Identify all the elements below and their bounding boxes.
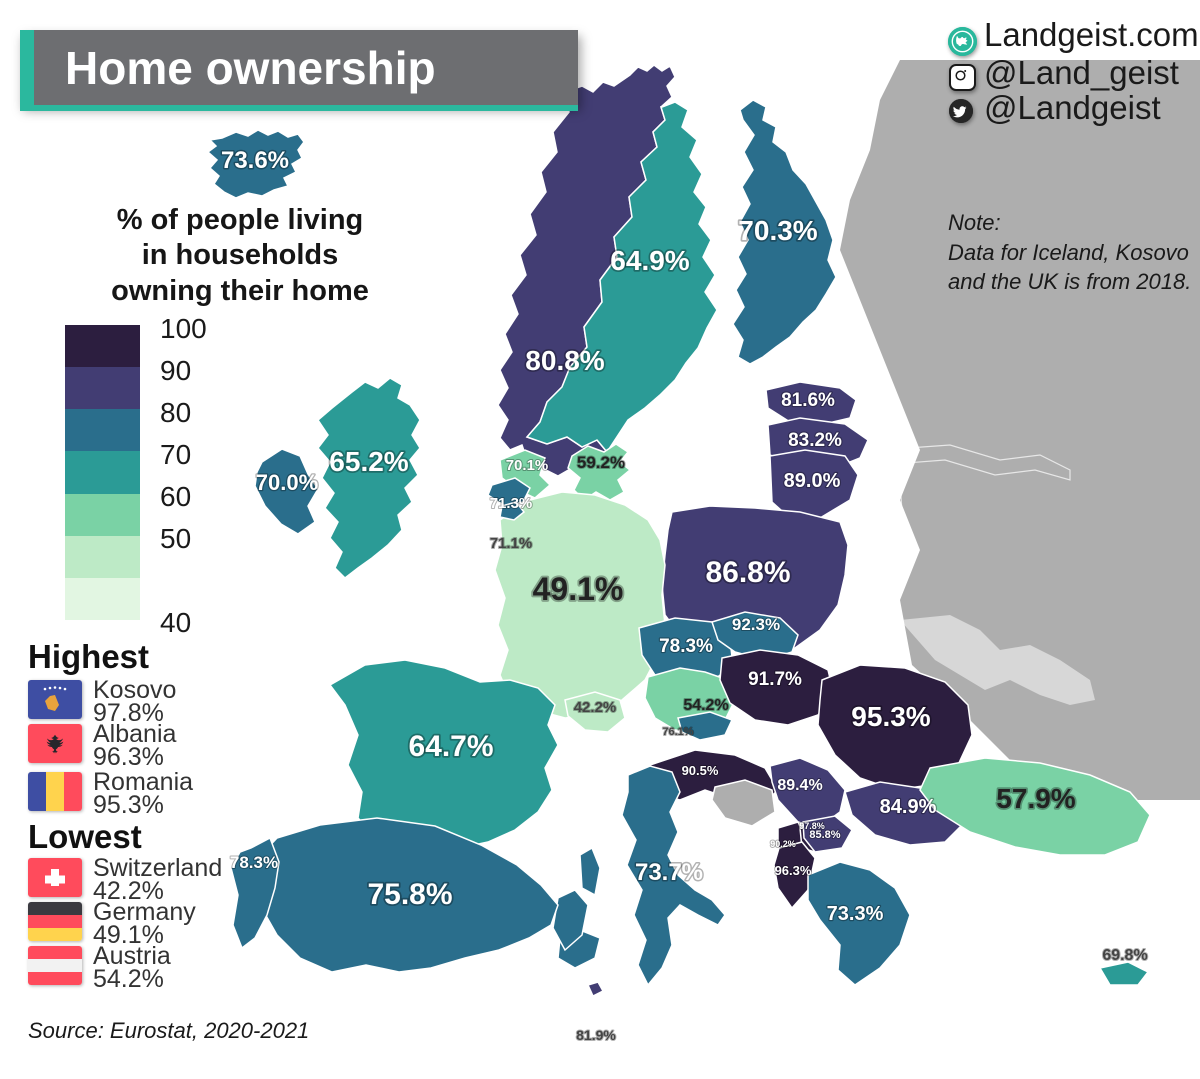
- svg-text:89.0%: 89.0%: [784, 470, 841, 492]
- svg-text:70.3%: 70.3%: [738, 215, 817, 246]
- svg-text:78.3%: 78.3%: [230, 853, 278, 872]
- svg-text:90.5%: 90.5%: [682, 763, 719, 778]
- svg-text:57.9%: 57.9%: [996, 783, 1075, 814]
- svg-text:59.2%: 59.2%: [577, 453, 625, 472]
- svg-text:64.7%: 64.7%: [408, 730, 493, 763]
- svg-text:91.7%: 91.7%: [748, 669, 802, 690]
- svg-text:73.3%: 73.3%: [827, 903, 884, 925]
- svg-text:42.2%: 42.2%: [574, 699, 617, 716]
- svg-text:76.1%: 76.1%: [662, 726, 693, 738]
- svg-text:78.3%: 78.3%: [659, 636, 713, 657]
- svg-text:81.6%: 81.6%: [781, 390, 835, 411]
- svg-text:95.3%: 95.3%: [851, 701, 930, 732]
- svg-text:64.9%: 64.9%: [610, 245, 689, 276]
- svg-text:80.8%: 80.8%: [525, 345, 604, 376]
- svg-text:89.4%: 89.4%: [777, 777, 822, 794]
- svg-text:83.2%: 83.2%: [788, 430, 842, 451]
- svg-text:92.3%: 92.3%: [732, 615, 780, 634]
- svg-text:75.8%: 75.8%: [367, 878, 452, 911]
- svg-text:73.6%: 73.6%: [221, 147, 289, 174]
- svg-text:71.1%: 71.1%: [490, 535, 533, 552]
- svg-text:86.8%: 86.8%: [705, 556, 790, 589]
- svg-text:81.9%: 81.9%: [576, 1027, 616, 1043]
- svg-text:96.3%: 96.3%: [775, 863, 812, 878]
- svg-text:85.8%: 85.8%: [809, 829, 840, 841]
- svg-text:84.9%: 84.9%: [880, 796, 937, 818]
- svg-text:70.0%: 70.0%: [256, 470, 318, 495]
- svg-text:90.2%: 90.2%: [770, 839, 796, 849]
- svg-text:49.1%: 49.1%: [533, 571, 624, 607]
- svg-text:70.1%: 70.1%: [506, 457, 549, 474]
- svg-text:73.7%: 73.7%: [635, 859, 703, 886]
- svg-text:69.8%: 69.8%: [1102, 947, 1147, 964]
- svg-text:71.3%: 71.3%: [490, 495, 533, 512]
- svg-text:54.2%: 54.2%: [683, 697, 728, 714]
- svg-text:65.2%: 65.2%: [329, 446, 408, 477]
